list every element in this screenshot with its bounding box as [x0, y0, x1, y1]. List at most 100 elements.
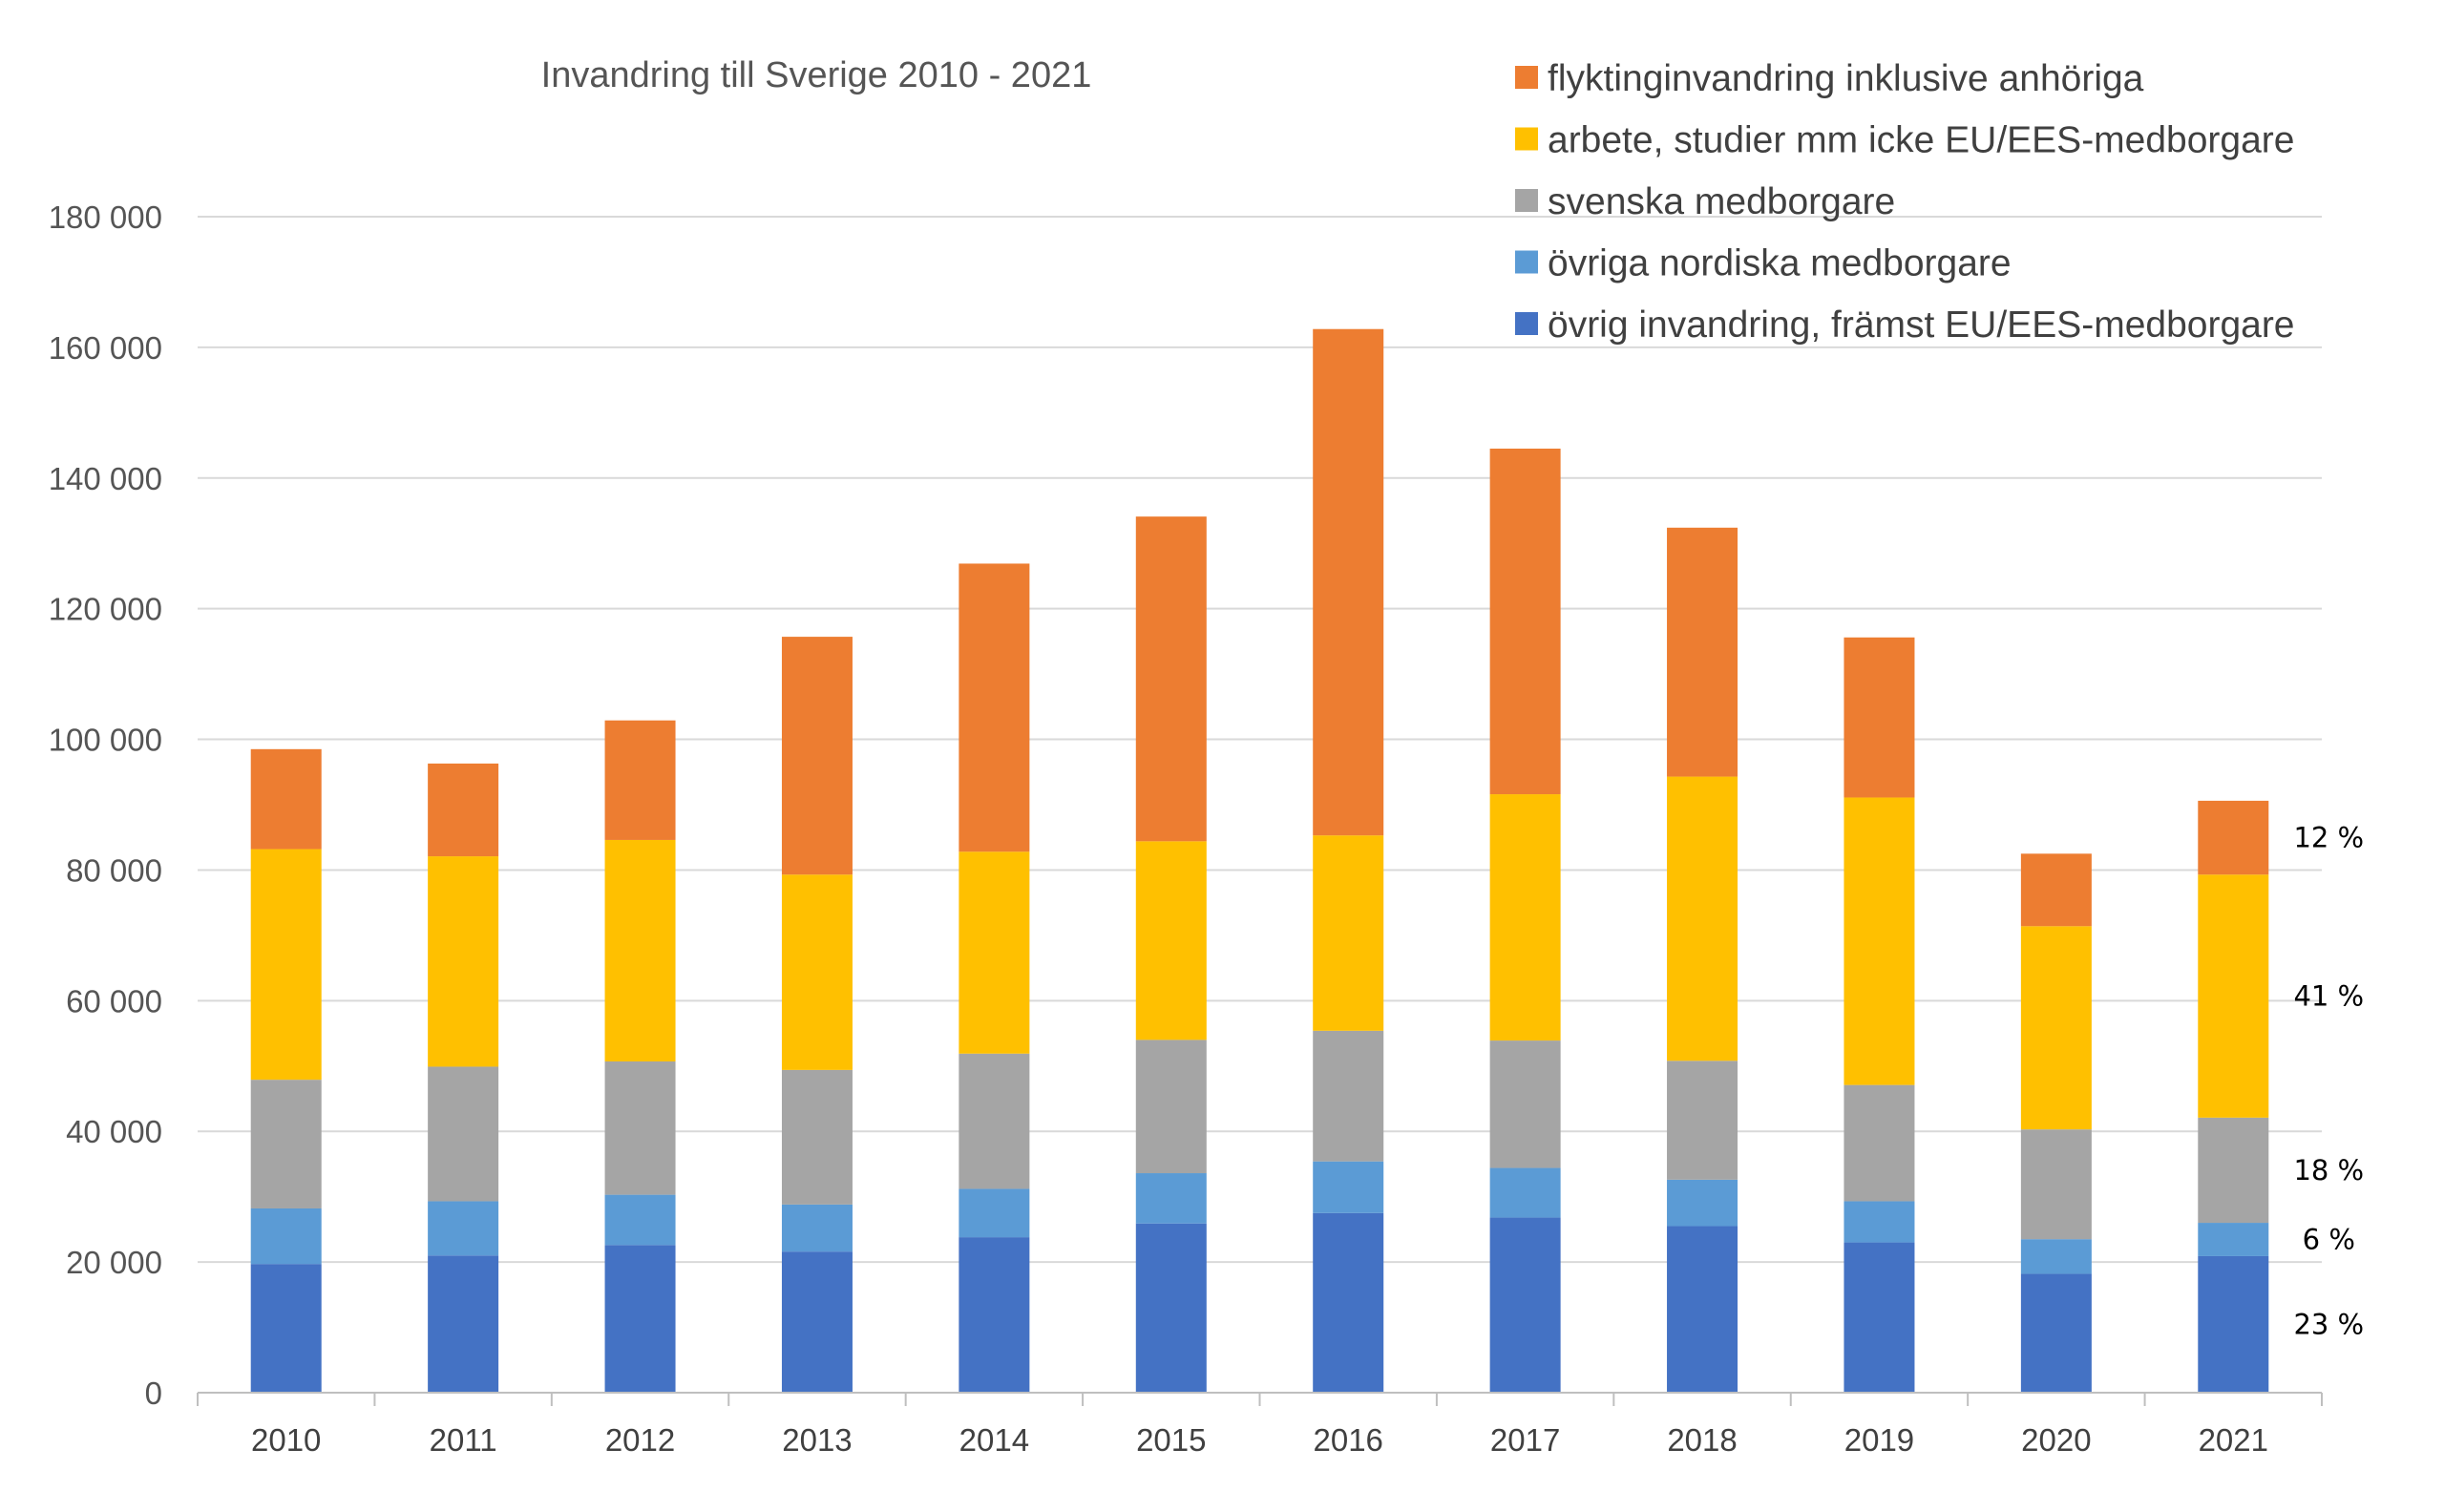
bar-segment [781, 874, 853, 1070]
legend-swatch [1515, 189, 1538, 212]
bars [250, 328, 2269, 1393]
bar-segment [781, 1069, 853, 1205]
bar-segment [2020, 853, 2092, 927]
bar-segment [428, 1255, 499, 1393]
y-tick-label: 120 000 [49, 592, 162, 627]
bar-segment [250, 748, 322, 850]
bar-segment [604, 839, 676, 1061]
y-tick-label: 60 000 [66, 983, 162, 1018]
x-tick-label: 2017 [1490, 1422, 1560, 1458]
bar-segment [250, 1080, 322, 1208]
bar-segment [250, 1264, 322, 1393]
bar-segment [1313, 1161, 1384, 1213]
bar-segment [2198, 800, 2269, 875]
percent-annotation: 12 % [2293, 822, 2364, 854]
bar-segment [428, 856, 499, 1067]
bar-segment [604, 1194, 676, 1246]
bar-segment [1844, 797, 1915, 1085]
bar-segment [1489, 1217, 1561, 1393]
bar-segment [2198, 1223, 2269, 1256]
annotations-2021: 23 % 6 % 18 % 41 % 12 % [2293, 822, 2364, 1341]
bar-segment [2198, 1117, 2269, 1224]
bar-segment [1844, 1242, 1915, 1393]
x-tick-label: 2020 [2021, 1422, 2091, 1458]
bar-segment [1135, 1223, 1207, 1393]
legend-label: arbete, studier mm icke EU/EES-medborgar… [1548, 120, 2294, 161]
x-tick-label: 2014 [959, 1422, 1029, 1458]
legend-label: övrig invandring, främst EU/EES-medborga… [1548, 304, 2295, 346]
x-tick-label: 2021 [2199, 1422, 2268, 1458]
bar-segment [1135, 1040, 1207, 1174]
bar-segment [781, 1204, 853, 1252]
bar-segment [1489, 1167, 1561, 1218]
bar-segment [2020, 926, 2092, 1130]
bar-segment [428, 763, 499, 857]
legend-swatch [1515, 127, 1538, 151]
legend-swatch [1515, 66, 1538, 89]
bar-segment [1313, 1212, 1384, 1393]
bar-segment [1844, 1201, 1915, 1243]
bar-segment [1489, 794, 1561, 1041]
y-tick-label: 20 000 [66, 1245, 162, 1280]
bar-segment [959, 1237, 1030, 1393]
bar-segment [604, 1245, 676, 1393]
x-tick-label: 2015 [1136, 1422, 1206, 1458]
bar-segment [2198, 1255, 2269, 1393]
legend-swatch [1515, 312, 1538, 335]
bar-segment [604, 720, 676, 840]
bar-segment [1667, 1226, 1738, 1393]
percent-annotation: 23 % [2293, 1308, 2364, 1340]
bar-segment [959, 1053, 1030, 1189]
y-tick-label: 180 000 [49, 200, 162, 235]
bar-segment [1844, 637, 1915, 798]
bar-segment [1489, 448, 1561, 795]
percent-annotation: 6 % [2303, 1223, 2355, 1255]
bar-segment [1313, 835, 1384, 1031]
x-tick-label: 2016 [1313, 1422, 1382, 1458]
legend-label: svenska medborgare [1548, 181, 1895, 222]
bar-segment [428, 1066, 499, 1202]
gridlines [198, 216, 2322, 1264]
bar-segment [1313, 1030, 1384, 1162]
x-tick-label: 2018 [1667, 1422, 1737, 1458]
x-tick-label: 2019 [1844, 1422, 1914, 1458]
x-axis: 2010 2011 2012 2013 2014 2015 2016 2017 2018 2019… [197, 1392, 2323, 1458]
bar-segment [1844, 1084, 1915, 1202]
y-tick-label: 100 000 [49, 723, 162, 758]
x-tick-label: 2013 [782, 1422, 852, 1458]
bar-segment [2020, 1239, 2092, 1274]
bar-segment [2020, 1129, 2092, 1240]
x-tick-label: 2012 [605, 1422, 675, 1458]
bar-segment [2020, 1273, 2092, 1393]
percent-annotation: 18 % [2293, 1154, 2364, 1186]
y-tick-label: 160 000 [49, 330, 162, 366]
bar-segment [2198, 874, 2269, 1118]
bar-segment [1135, 1173, 1207, 1224]
bar-segment [781, 637, 853, 875]
y-tick-label: 40 000 [66, 1114, 162, 1149]
bar-segment [250, 1208, 322, 1265]
bar-segment [1667, 1179, 1738, 1227]
bar-segment [1489, 1040, 1561, 1168]
bar-segment [1135, 841, 1207, 1040]
bar-segment [1667, 527, 1738, 777]
legend-label: flyktinginvandring inklusive anhöriga [1548, 58, 2144, 99]
bar-segment [781, 1251, 853, 1393]
legend: flyktinginvandring inklusive anhöriga arb… [1515, 58, 2295, 346]
bar-segment [1313, 328, 1384, 836]
y-tick-label: 0 [145, 1376, 162, 1411]
bar-segment [428, 1201, 499, 1256]
legend-label: övriga nordiska medborgare [1548, 243, 2012, 284]
bar-segment [1667, 776, 1738, 1061]
bar-segment [959, 563, 1030, 852]
bar-segment [250, 849, 322, 1081]
bar-segment [604, 1060, 676, 1195]
chart-title: Invandring till Sverige 2010 - 2021 [541, 55, 1092, 95]
y-tick-label: 140 000 [49, 461, 162, 496]
legend-swatch [1515, 250, 1538, 274]
bar-segment [1135, 516, 1207, 842]
bar-segment [1667, 1060, 1738, 1180]
percent-annotation: 41 % [2293, 980, 2364, 1013]
y-axis-ticks: 0 20 000 40 000 60 000 80 000 100 000 120 000 1… [49, 200, 162, 1411]
